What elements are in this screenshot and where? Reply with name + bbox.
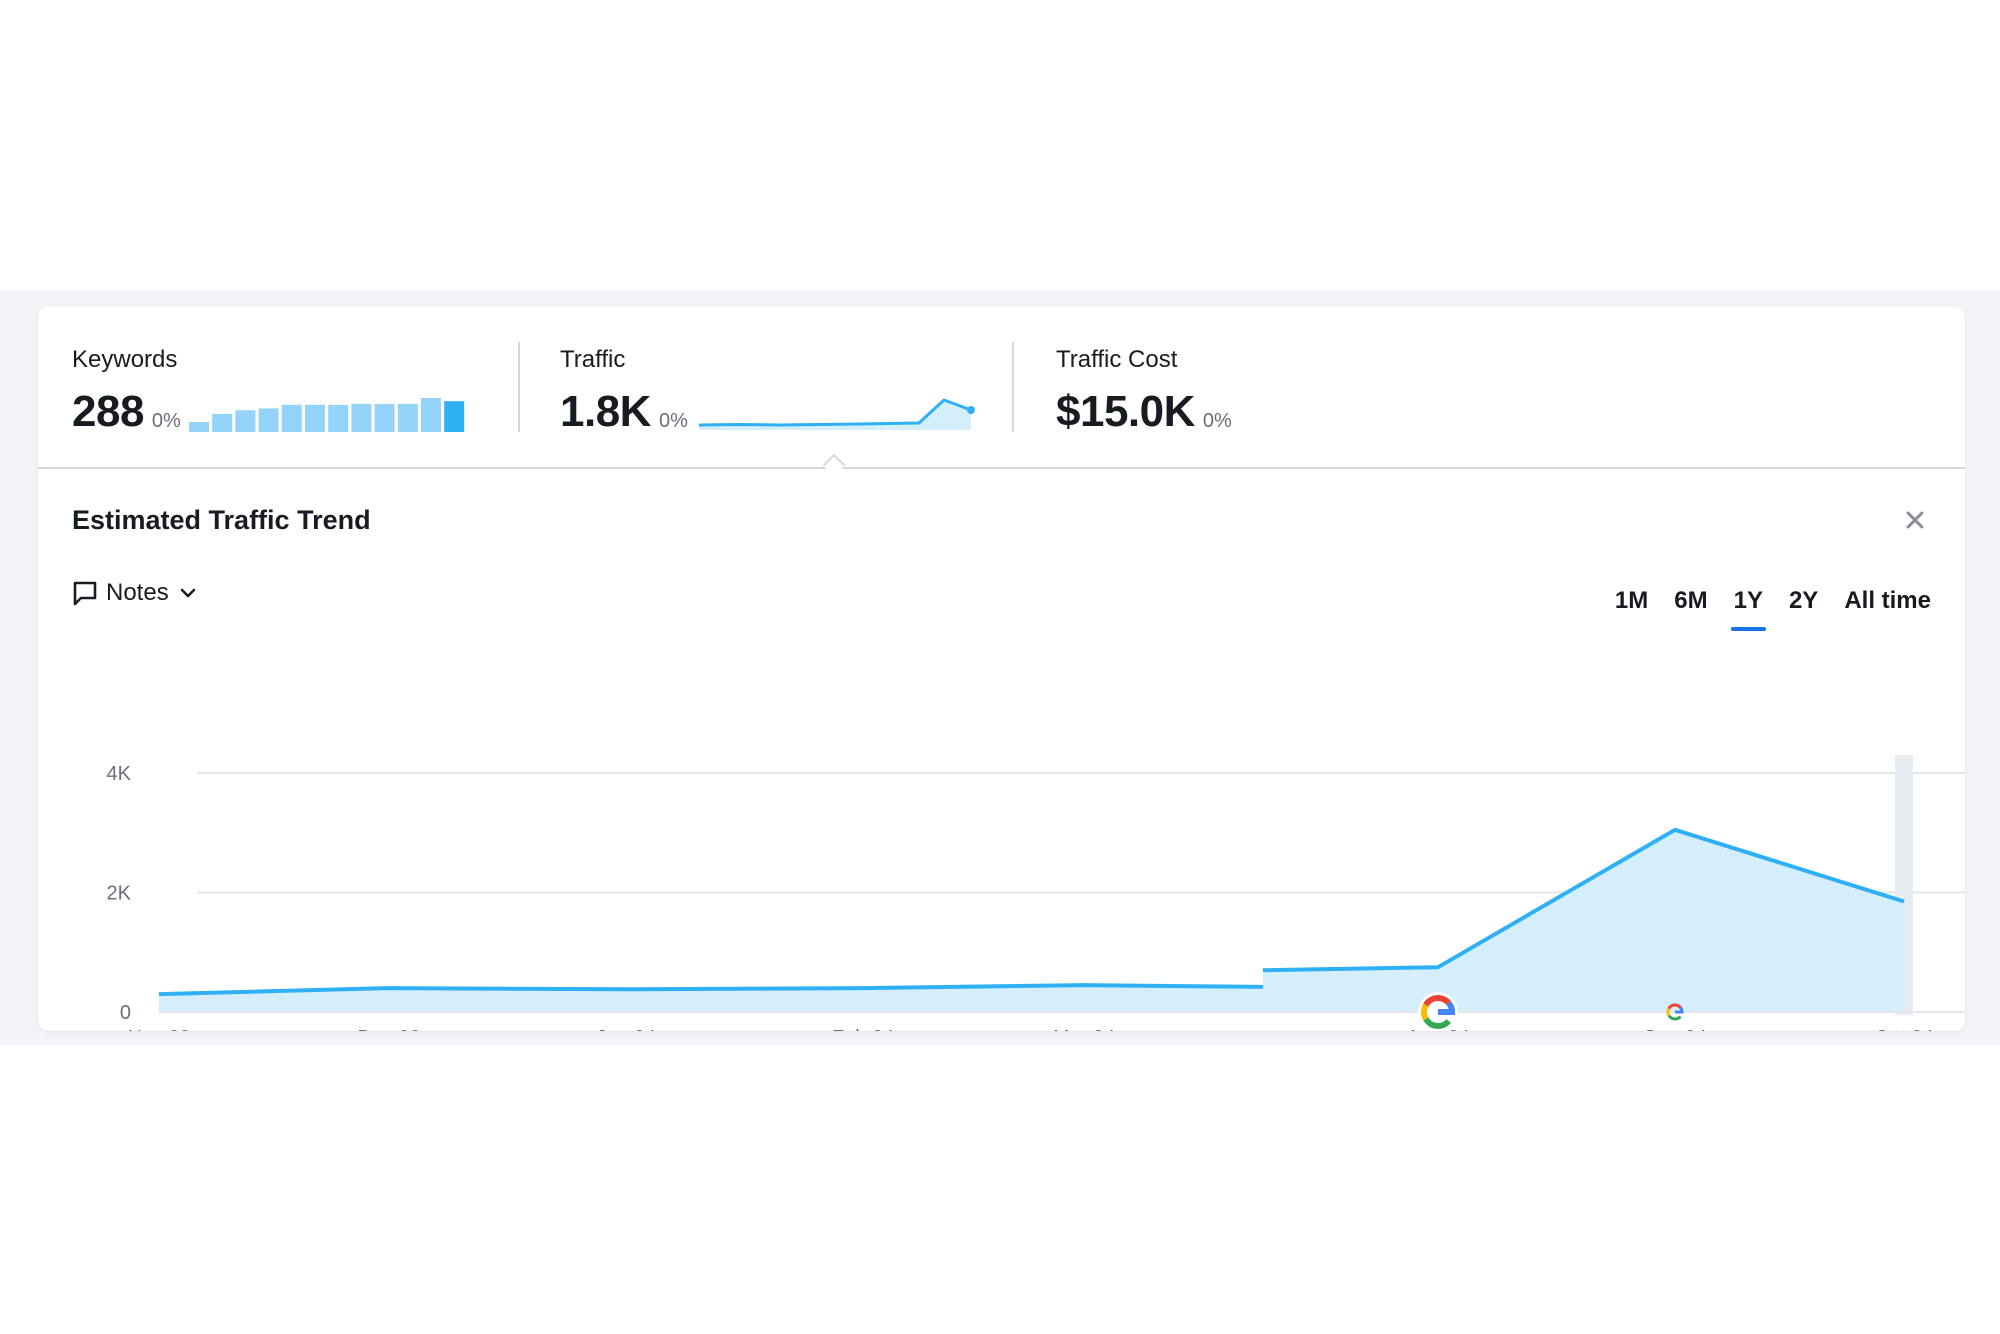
- traffic-trend-chart[interactable]: 02K4KNov 23Dec 23Jan 24Feb 24Mar 24Aug 2…: [38, 647, 1965, 1031]
- keywords-spark-bar: [235, 410, 256, 432]
- keywords-label: Keywords: [72, 346, 178, 373]
- traffic-cost-delta: 0%: [1202, 410, 1232, 432]
- google-update-icon[interactable]: [1666, 1003, 1684, 1021]
- traffic-label: Traffic: [560, 346, 626, 373]
- keywords-delta: 0%: [151, 410, 181, 432]
- keywords-spark-bar: [304, 404, 325, 432]
- metric-traffic[interactable]: Traffic 1.8K 0%: [560, 345, 981, 437]
- comment-icon: [73, 581, 97, 606]
- summary-divider: [518, 342, 520, 432]
- traffic-cost-value: $15.0K: [1056, 387, 1195, 436]
- keywords-spark-bar: [351, 403, 372, 432]
- x-tick-label: Sep 24: [1643, 1027, 1706, 1031]
- x-tick-label: Mar 24: [1053, 1027, 1115, 1031]
- notes-label: Notes: [106, 579, 169, 606]
- traffic-area: [159, 829, 1904, 1012]
- traffic-delta: 0%: [658, 410, 688, 432]
- range-selector: 1M 6M 1Y 2Y All time: [1614, 587, 1931, 631]
- overview-card: Keywords 288 0% Traffic 1.8K 0% Traffic …: [38, 307, 1965, 1031]
- x-tick-label: Feb 24: [832, 1027, 894, 1031]
- panel-title: Estimated Traffic Trend: [72, 505, 371, 535]
- keywords-spark-bar: [281, 404, 302, 432]
- range-2y[interactable]: 2Y: [1788, 587, 1819, 614]
- traffic-series-line: [1262, 827, 1905, 973]
- traffic-cost-label: Traffic Cost: [1056, 346, 1178, 373]
- traffic-spark-area: [698, 400, 971, 430]
- keywords-sparkline: [188, 398, 465, 432]
- summary-divider: [1012, 342, 1014, 432]
- summary-bar: Keywords 288 0% Traffic 1.8K 0% Traffic …: [38, 307, 1965, 477]
- x-tick-label: Nov 23: [127, 1027, 190, 1031]
- selected-metric-caret: [822, 453, 846, 477]
- y-tick-label: 4K: [107, 763, 132, 785]
- keywords-spark-bar: [212, 413, 233, 432]
- keywords-spark-bar: [420, 398, 441, 432]
- keywords-spark-bar: [328, 404, 349, 432]
- close-icon: [1906, 511, 1924, 529]
- traffic-series-line: [158, 983, 1264, 997]
- keywords-spark-bar: [397, 403, 418, 432]
- y-tick-label: 0: [120, 1002, 131, 1024]
- range-1m[interactable]: 1M: [1614, 587, 1649, 614]
- close-button[interactable]: [1900, 505, 1930, 535]
- x-tick-label: Jan 24: [596, 1027, 656, 1031]
- y-tick-label: 2K: [107, 883, 132, 905]
- range-1y[interactable]: 1Y: [1730, 587, 1767, 631]
- keywords-spark-bar: [374, 403, 395, 432]
- google-update-icon[interactable]: [1418, 992, 1458, 1031]
- traffic-sparkline: [698, 398, 975, 430]
- keywords-spark-bar: [258, 408, 279, 432]
- traffic-spark-line: [698, 398, 972, 427]
- x-tick-label: Oct 24: [1875, 1027, 1934, 1031]
- range-6m[interactable]: 6M: [1674, 587, 1708, 614]
- chevron-down-icon: [180, 588, 196, 598]
- notes-dropdown[interactable]: Notes: [72, 579, 199, 607]
- traffic-spark-dot: [966, 406, 975, 414]
- x-tick-label: Dec 23: [357, 1027, 420, 1031]
- traffic-value: 1.8K: [560, 387, 651, 436]
- range-all-time[interactable]: All time: [1844, 587, 1931, 614]
- keywords-spark-bar: [188, 422, 209, 432]
- keywords-value: 288: [72, 387, 144, 436]
- metric-keywords[interactable]: Keywords 288 0%: [72, 345, 469, 437]
- keywords-spark-bar: [444, 401, 465, 432]
- metric-traffic-cost[interactable]: Traffic Cost $15.0K 0%: [1056, 345, 1232, 437]
